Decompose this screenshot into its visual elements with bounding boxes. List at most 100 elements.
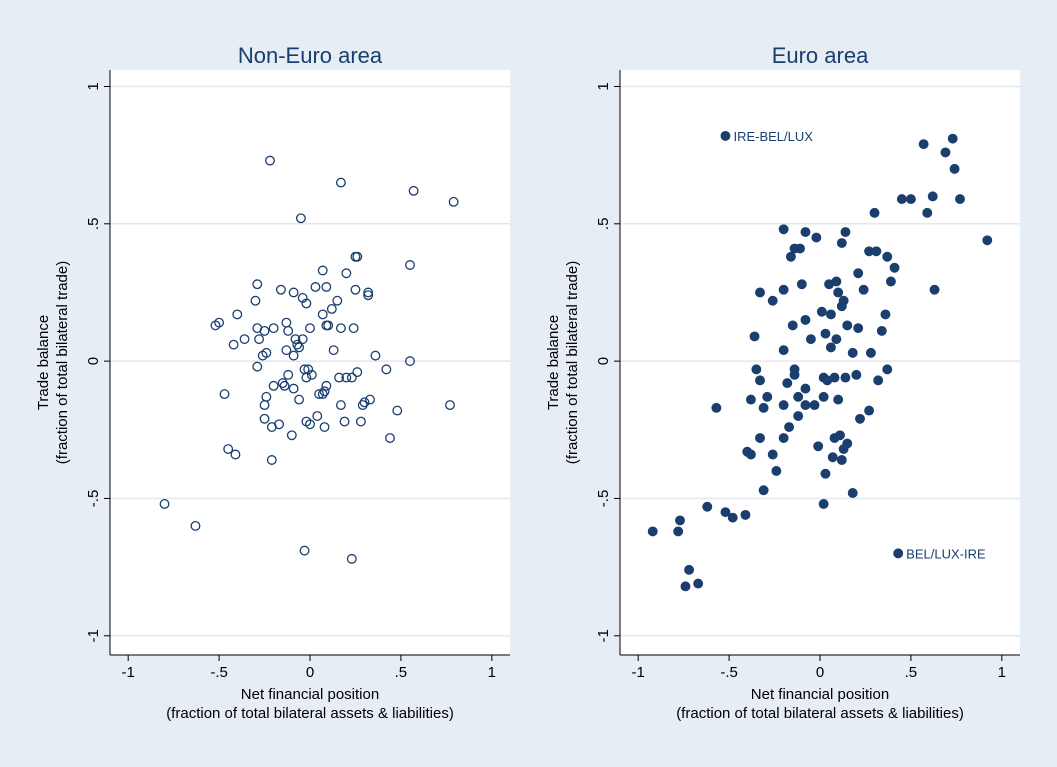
point <box>793 391 804 402</box>
point <box>405 260 415 270</box>
x-tick-label: 1 <box>998 664 1006 681</box>
point <box>836 301 847 312</box>
point <box>370 350 381 361</box>
point <box>800 314 811 325</box>
y-tick-label: -1 <box>85 629 102 642</box>
chart-title: Non-Euro area <box>238 43 383 68</box>
point <box>805 334 816 345</box>
point <box>829 433 840 443</box>
point <box>876 325 887 336</box>
point <box>363 287 374 298</box>
point <box>288 350 299 361</box>
point <box>778 433 789 443</box>
point <box>283 369 294 380</box>
point <box>341 268 352 279</box>
point <box>294 342 305 353</box>
point <box>827 452 838 463</box>
y-axis-label: Trade balance <box>35 315 52 410</box>
point <box>297 334 308 345</box>
plot-area <box>620 70 1020 655</box>
point <box>853 323 864 334</box>
point <box>328 345 339 356</box>
point <box>348 323 359 334</box>
point <box>250 295 261 306</box>
point <box>782 378 793 389</box>
point <box>800 400 811 411</box>
point <box>268 380 279 391</box>
point <box>259 400 270 411</box>
point <box>896 194 907 205</box>
point <box>778 224 789 235</box>
y-tick-label: -.5 <box>85 490 102 508</box>
point <box>312 411 323 422</box>
point <box>359 397 370 408</box>
point <box>778 284 789 295</box>
point <box>326 303 337 314</box>
point <box>778 345 789 356</box>
point <box>317 265 328 276</box>
point <box>825 309 836 320</box>
point <box>889 262 900 273</box>
point <box>789 369 800 380</box>
point <box>190 520 201 531</box>
point <box>795 243 805 254</box>
point <box>319 386 330 397</box>
point <box>771 466 782 476</box>
point <box>755 375 765 386</box>
point <box>922 207 933 218</box>
point <box>306 369 317 380</box>
point <box>305 323 315 334</box>
point <box>853 268 864 279</box>
point <box>288 287 299 298</box>
point <box>720 130 731 141</box>
point <box>840 227 851 237</box>
x-tick-label: .5 <box>395 664 408 681</box>
point <box>350 284 361 295</box>
point <box>755 287 765 298</box>
point <box>820 328 831 339</box>
point <box>762 391 773 402</box>
point <box>283 325 294 336</box>
point <box>851 369 862 380</box>
point <box>335 323 346 334</box>
point <box>831 334 842 345</box>
point <box>385 433 395 443</box>
point <box>824 279 835 290</box>
point <box>365 394 375 405</box>
point <box>281 345 292 356</box>
point <box>882 251 893 262</box>
point <box>929 284 940 295</box>
point <box>332 295 343 306</box>
point <box>448 196 459 207</box>
point <box>346 553 357 564</box>
point <box>352 367 363 378</box>
point <box>858 284 869 295</box>
point <box>842 320 853 331</box>
point <box>893 548 904 559</box>
point <box>301 298 312 309</box>
point <box>800 227 811 237</box>
point <box>955 194 965 205</box>
point <box>829 372 840 383</box>
point <box>252 323 263 334</box>
point <box>847 488 858 498</box>
point <box>800 383 811 394</box>
x-axis-label: (fraction of total bilateral assets & li… <box>676 705 964 722</box>
point <box>673 526 684 537</box>
point <box>927 191 938 202</box>
point <box>693 578 704 589</box>
point <box>680 581 691 592</box>
x-axis-label: Net financial position <box>751 686 889 703</box>
point <box>381 364 392 375</box>
point <box>341 372 352 383</box>
y-tick-label: .5 <box>595 218 612 231</box>
point <box>833 287 844 298</box>
point <box>758 402 769 413</box>
point <box>647 526 658 537</box>
point <box>836 238 847 248</box>
point <box>408 185 419 196</box>
point <box>223 444 234 454</box>
point <box>239 334 250 345</box>
point <box>254 334 265 345</box>
